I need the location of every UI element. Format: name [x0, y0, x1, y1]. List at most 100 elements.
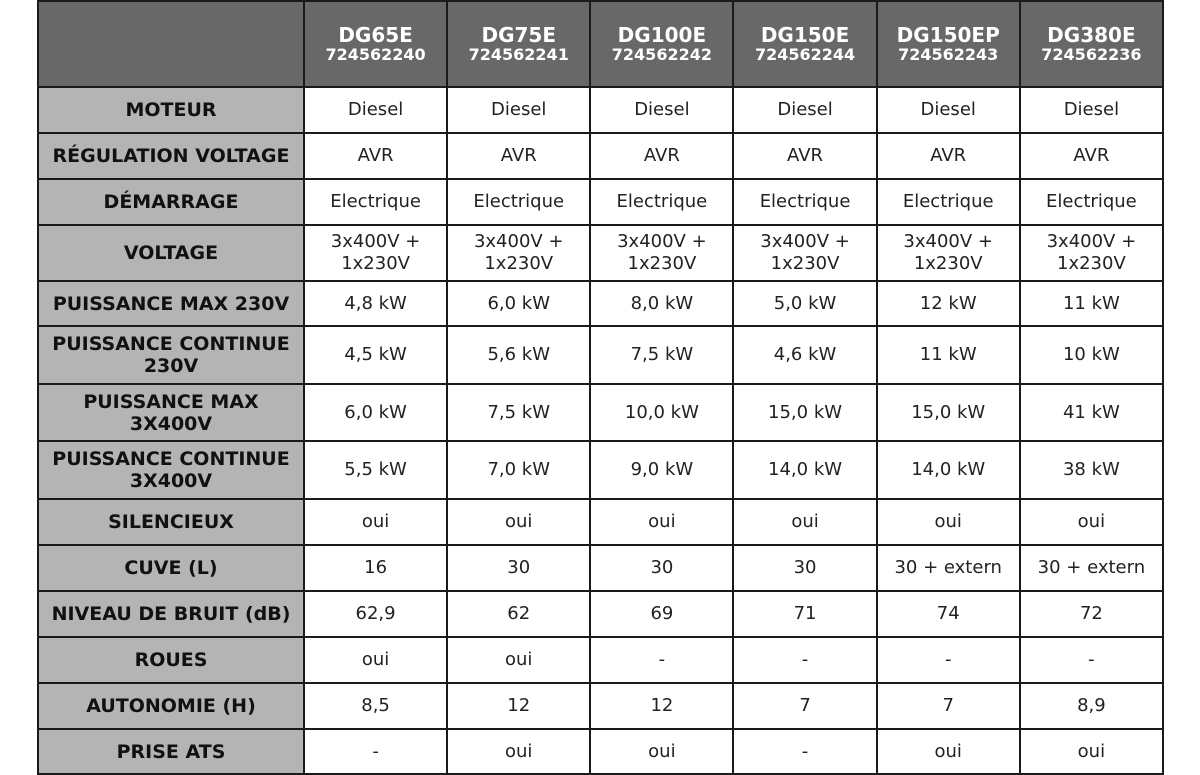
table-row: AUTONOMIE (H) 8,5 12 12 7 7 8,9: [37, 682, 1165, 730]
table-row: NIVEAU DE BRUIT (dB) 62,9 62 69 71 74 72: [37, 590, 1165, 638]
table-cell: 30 + extern: [875, 544, 1021, 592]
table-cell: Diesel: [446, 86, 592, 134]
table-row: SILENCIEUX oui oui oui oui oui oui: [37, 498, 1165, 546]
table-row: CUVE (L) 16 30 30 30 30 + extern 30 + extern: [37, 544, 1165, 592]
table-cell: AVR: [446, 132, 592, 180]
table-cell: 62,9: [302, 590, 449, 638]
row-label: PUISSANCE CONTINUE 230V: [37, 325, 305, 385]
table-cell: 7,0 kW: [446, 440, 592, 500]
table-cell: oui: [446, 728, 592, 775]
table-cell: Electrique: [732, 178, 878, 226]
row-label: DÉMARRAGE: [37, 178, 305, 226]
table-cell: 38 kW: [1018, 440, 1165, 500]
table-row: VOLTAGE 3x400V + 1x230V 3x400V + 1x230V 3x4…: [37, 224, 1165, 282]
table-cell: 5,0 kW: [732, 280, 878, 327]
row-label: ROUES: [37, 636, 305, 684]
row-label: NIVEAU DE BRUIT (dB): [37, 590, 305, 638]
table-cell: 41 kW: [1018, 383, 1165, 442]
model-code: 724562242: [611, 45, 712, 64]
table-cell: Electrique: [446, 178, 592, 226]
model-name: DG150E: [760, 23, 850, 47]
table-cell: 3x400V + 1x230V: [302, 224, 449, 282]
spec-table: DG65E 724562240 DG75E 724562241 DG100E 724562…: [37, 0, 1165, 775]
table-cell: AVR: [732, 132, 878, 180]
model-name: DG75E: [481, 23, 556, 47]
model-code: 724562243: [898, 45, 999, 64]
table-cell: 74: [875, 590, 1021, 638]
row-label: PRISE ATS: [37, 728, 305, 775]
table-cell: oui: [1018, 728, 1165, 775]
table-cell: 30 + extern: [1018, 544, 1165, 592]
row-label: PUISSANCE MAX 3X400V: [37, 383, 305, 442]
table-cell: 12: [589, 682, 735, 730]
model-code: 724562241: [468, 45, 569, 64]
table-cell: 3x400V + 1x230V: [875, 224, 1021, 282]
table-cell: Diesel: [589, 86, 735, 134]
row-label: SILENCIEUX: [37, 498, 305, 546]
corner-cell: [37, 0, 305, 88]
table-cell: 15,0 kW: [875, 383, 1021, 442]
row-label: PUISSANCE MAX 230V: [37, 280, 305, 327]
table-cell: oui: [302, 636, 449, 684]
table-cell: 3x400V + 1x230V: [446, 224, 592, 282]
table-cell: 7: [732, 682, 878, 730]
table-cell: 7,5 kW: [589, 325, 735, 385]
row-label: MOTEUR: [37, 86, 305, 134]
table-row: RÉGULATION VOLTAGE AVR AVR AVR AVR AVR AVR: [37, 132, 1165, 180]
table-cell: 4,6 kW: [732, 325, 878, 385]
table-cell: 9,0 kW: [589, 440, 735, 500]
table-cell: 8,9: [1018, 682, 1165, 730]
model-name: DG100E: [617, 23, 707, 47]
table-cell: -: [1018, 636, 1165, 684]
table-cell: 16: [302, 544, 449, 592]
table-cell: 15,0 kW: [732, 383, 878, 442]
table-cell: 11 kW: [1018, 280, 1165, 327]
table-cell: 30: [589, 544, 735, 592]
model-header: DG65E 724562240: [302, 0, 449, 88]
table-row: PUISSANCE CONTINUE 230V 4,5 kW 5,6 kW 7,5 k…: [37, 325, 1165, 385]
table-cell: 6,0 kW: [302, 383, 449, 442]
table-cell: 12 kW: [875, 280, 1021, 327]
model-name: DG65E: [338, 23, 413, 47]
table-cell: oui: [446, 636, 592, 684]
row-label: AUTONOMIE (H): [37, 682, 305, 730]
table-cell: oui: [1018, 498, 1165, 546]
table-cell: Diesel: [875, 86, 1021, 134]
row-label: CUVE (L): [37, 544, 305, 592]
model-name: DG150EP: [896, 23, 1000, 47]
table-cell: oui: [446, 498, 592, 546]
table-row: PRISE ATS - oui oui - oui oui: [37, 728, 1165, 775]
table-cell: oui: [875, 728, 1021, 775]
model-code: 724562244: [754, 45, 856, 64]
table-cell: oui: [589, 498, 735, 546]
table-cell: 3x400V + 1x230V: [589, 224, 735, 282]
table-row: ROUES oui oui - - - -: [37, 636, 1165, 684]
table-cell: 4,5 kW: [302, 325, 449, 385]
model-header: DG150E 724562244: [732, 0, 878, 88]
table-cell: AVR: [875, 132, 1021, 180]
table-cell: 5,5 kW: [302, 440, 449, 500]
table-cell: oui: [302, 498, 449, 546]
header-row: DG65E 724562240 DG75E 724562241 DG100E 724562…: [37, 0, 1165, 88]
table-cell: 3x400V + 1x230V: [1018, 224, 1165, 282]
table-cell: Electrique: [1018, 178, 1165, 226]
row-label: PUISSANCE CONTINUE 3X400V: [37, 440, 305, 500]
model-header: DG100E 724562242: [589, 0, 735, 88]
row-label: RÉGULATION VOLTAGE: [37, 132, 305, 180]
table-cell: AVR: [1018, 132, 1165, 180]
table-cell: 12: [446, 682, 592, 730]
model-code: 724562236: [1041, 45, 1142, 64]
table-cell: 10,0 kW: [589, 383, 735, 442]
table-cell: Electrique: [589, 178, 735, 226]
table-cell: 6,0 kW: [446, 280, 592, 327]
table-cell: -: [589, 636, 735, 684]
table-cell: -: [732, 728, 878, 775]
table-row: PUISSANCE MAX 3X400V 6,0 kW 7,5 kW 10,0 kW 1…: [37, 383, 1165, 442]
table-cell: 10 kW: [1018, 325, 1165, 385]
table-row: PUISSANCE CONTINUE 3X400V 5,5 kW 7,0 kW 9,0…: [37, 440, 1165, 500]
table-cell: 4,8 kW: [302, 280, 449, 327]
table-cell: oui: [589, 728, 735, 775]
table-cell: oui: [732, 498, 878, 546]
table-cell: 8,0 kW: [589, 280, 735, 327]
table-cell: Diesel: [1018, 86, 1165, 134]
